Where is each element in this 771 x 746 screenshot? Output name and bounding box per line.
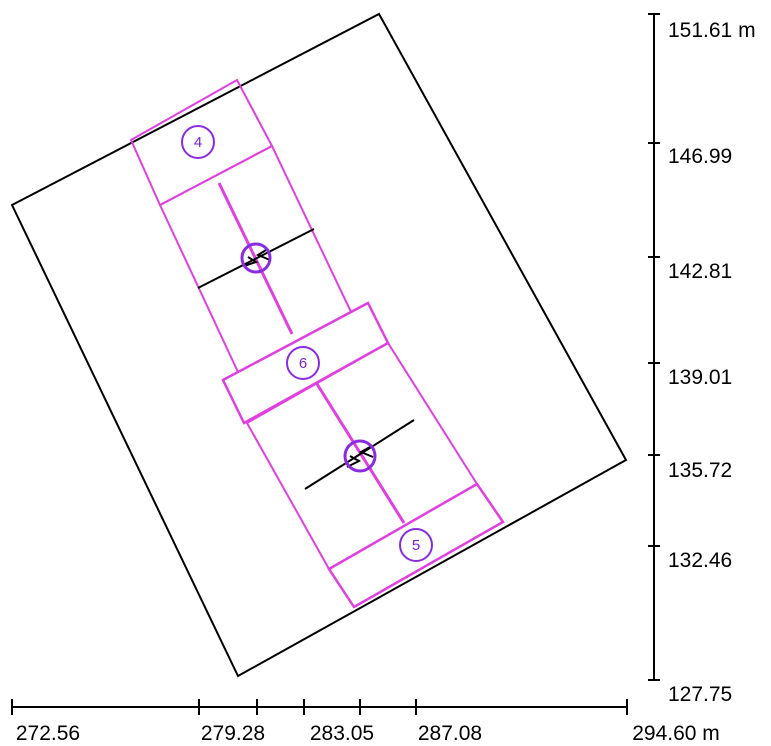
lower-section-arrow (304, 419, 415, 490)
y-tick-label-1: 146.99 (668, 145, 732, 168)
marker-5-label: 5 (412, 537, 420, 554)
x-scale (11, 699, 628, 715)
x-tick-label-3: 287.08 (418, 722, 482, 745)
y-tick-label-0: 151.61 m (668, 19, 756, 42)
x-tick-label-0: 272.56 (16, 722, 80, 745)
lower-element-group (245, 341, 505, 609)
y-tick-label-6: 127.75 (668, 683, 732, 706)
y-tick-label-2: 142.81 (668, 260, 732, 283)
marker-4: 4 (181, 125, 215, 159)
lower-end-cap-5 (327, 482, 505, 609)
lower-center-marker (343, 439, 377, 473)
x-tick-label-2: 283.05 (310, 722, 374, 745)
upper-center-marker (240, 242, 272, 274)
y-tick-label-3: 139.01 (668, 366, 732, 389)
outer-boundary (10, 12, 628, 678)
upper-section-arrow (197, 228, 315, 289)
marker-5: 5 (399, 528, 433, 562)
y-scale (648, 13, 660, 681)
marker-6: 6 (286, 346, 320, 380)
y-tick-label-4: 135.72 (668, 459, 732, 482)
x-tick-label-4: 294.60 m (632, 722, 720, 745)
x-tick-label-1: 279.28 (201, 722, 265, 745)
marker-4-label: 4 (194, 134, 202, 151)
y-tick-label-5: 132.46 (668, 549, 732, 572)
marker-6-label: 6 (299, 355, 307, 372)
